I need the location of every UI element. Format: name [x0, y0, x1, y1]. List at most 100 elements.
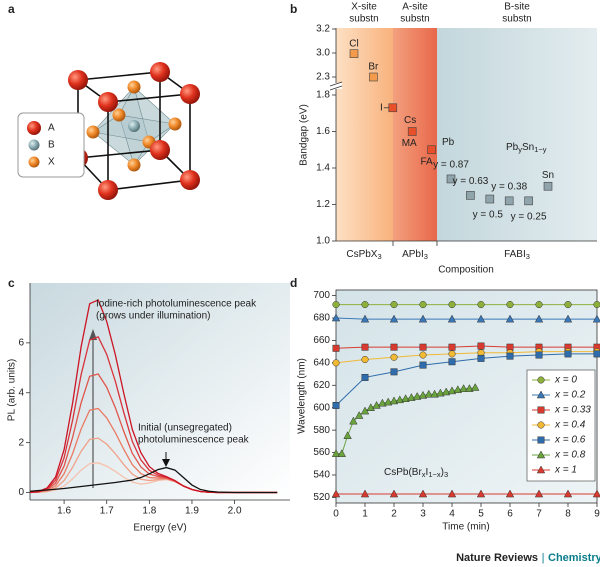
marker	[563, 489, 573, 498]
data-point	[427, 145, 436, 155]
y-tick-label: 700	[313, 290, 330, 301]
data-point	[369, 72, 378, 82]
y-tick-label: 2	[18, 437, 24, 448]
data-point	[466, 191, 475, 200]
marker	[476, 314, 486, 323]
marker	[448, 301, 456, 309]
marker	[505, 489, 515, 498]
data-point	[485, 194, 495, 204]
marker	[349, 416, 358, 425]
marker	[389, 396, 399, 405]
annotation: Iodine-rich photoluminescence peak	[96, 299, 257, 310]
x-tick-label: 2.0	[228, 506, 242, 517]
data-point	[524, 196, 533, 206]
y-tick-label: 640	[313, 358, 330, 369]
data-point	[388, 103, 398, 113]
point-label: y = 0.87	[433, 160, 469, 171]
marker	[506, 301, 514, 309]
footer-journal: Nature Reviews	[456, 552, 538, 564]
marker	[447, 386, 457, 395]
plot-background	[30, 283, 290, 500]
region-band	[336, 28, 393, 241]
axis-break	[329, 81, 343, 91]
marker	[592, 489, 600, 498]
marker	[537, 436, 545, 444]
text-piece: APbI	[402, 249, 424, 260]
marker	[470, 383, 480, 391]
x-tick-label: 3	[420, 509, 426, 520]
marker	[389, 489, 399, 498]
point-label: y = 0.5	[473, 210, 504, 221]
marker	[331, 489, 341, 498]
marker	[378, 398, 387, 407]
marker	[418, 489, 428, 498]
marker	[592, 314, 600, 323]
marker	[412, 391, 422, 400]
region-header: substn	[400, 14, 429, 25]
marker	[593, 301, 600, 309]
marker	[564, 350, 572, 358]
marker	[361, 355, 369, 364]
panel-label: d	[290, 276, 297, 290]
marker	[419, 301, 427, 309]
region-header: substn	[349, 14, 378, 25]
x-tick-label: 1.9	[185, 506, 199, 517]
marker	[534, 489, 544, 498]
marker	[537, 406, 545, 414]
marker	[390, 301, 398, 309]
series-line	[335, 345, 597, 349]
annotation: photoluminescence peak	[138, 435, 250, 446]
data-point	[543, 181, 553, 191]
legend-label: x = 0.33	[554, 405, 591, 416]
region-label: FABI3	[504, 249, 530, 261]
text-piece: Pb	[506, 142, 519, 153]
region-header: A-site	[402, 2, 428, 13]
y-tick-label: 0	[18, 487, 24, 498]
marker	[441, 387, 451, 396]
y-tick-label: 1.8	[316, 90, 330, 101]
marker	[436, 388, 445, 397]
marker	[506, 352, 514, 360]
y-tick-label: 6	[18, 338, 24, 349]
series-line	[335, 353, 597, 406]
x-axis-label: Energy (eV)	[133, 523, 186, 534]
region-header: substn	[502, 14, 531, 25]
series-line	[335, 351, 597, 364]
data-point	[446, 174, 456, 184]
marker	[361, 373, 369, 381]
marker	[536, 390, 546, 399]
point-label: y = 0.38	[491, 181, 527, 192]
data-point	[349, 49, 359, 58]
point-label: Sn	[542, 170, 554, 181]
marker	[360, 314, 370, 323]
legend-label: A	[48, 123, 55, 134]
point-label: FA	[420, 156, 433, 167]
marker	[390, 353, 398, 361]
marker	[389, 314, 399, 323]
marker	[332, 344, 340, 352]
marker	[361, 301, 369, 309]
x-tick-label: 1.8	[142, 506, 156, 517]
legend-label: x = 1	[554, 465, 577, 476]
marker	[476, 489, 486, 498]
marker	[419, 351, 427, 359]
marker	[424, 389, 434, 398]
x-tick-label: 5	[478, 509, 484, 520]
marker	[343, 431, 352, 439]
text-piece: CsPb(Br	[384, 467, 422, 478]
marker	[537, 376, 545, 384]
marker	[390, 368, 398, 376]
series-line	[335, 317, 597, 320]
footer-section: Chemistry	[548, 552, 600, 564]
x-tick-label: 2	[391, 509, 397, 520]
x-tick-label: 0	[333, 509, 339, 520]
marker	[447, 314, 457, 323]
x-tick-label: 4	[449, 509, 455, 520]
region-header: X-site	[351, 2, 377, 13]
marker	[331, 449, 341, 457]
x-tick-label: 1.7	[100, 506, 114, 517]
panel-label: a	[8, 2, 15, 16]
y-tick-label: 520	[313, 492, 330, 503]
y-tick-label: 680	[313, 313, 330, 324]
